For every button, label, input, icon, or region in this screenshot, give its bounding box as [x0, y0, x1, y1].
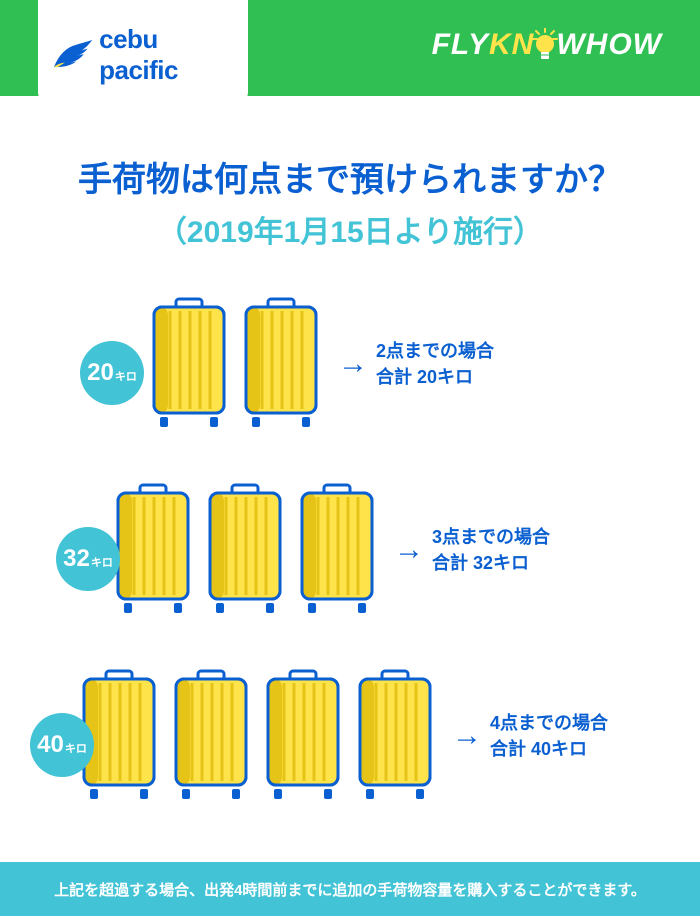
fly-text: FLY: [432, 28, 489, 62]
brand-logo-tab: cebu pacific: [38, 0, 248, 106]
kn-text: KN: [489, 28, 534, 62]
desc-line2: 合計 32キロ: [432, 550, 550, 576]
suitcase-icon: [294, 483, 380, 617]
brand-text: cebu pacific: [99, 24, 234, 86]
badge-unit: キロ: [115, 368, 137, 384]
suitcase-icon: [168, 669, 254, 803]
desc-line2: 合計 40キロ: [490, 736, 608, 762]
suitcase-row: [146, 297, 324, 431]
badge-unit: キロ: [65, 740, 87, 756]
desc-line2: 合計 20キロ: [376, 364, 494, 390]
arrow-icon: →: [394, 533, 424, 567]
title-block: 手荷物は何点まで預けられますか？ （2019年1月15日より施行）: [0, 152, 700, 251]
tier-40kg: 40キロ → 4点までの場合 合計 40キロ: [38, 669, 662, 803]
suitcase-icon: [146, 297, 232, 431]
weight-badge-20: 20キロ: [80, 341, 144, 405]
weight-badge-40: 40キロ: [30, 713, 94, 777]
badge-num: 20: [87, 359, 114, 387]
tier-20kg: 20キロ → 2点までの場合 合計 20キロ: [38, 297, 662, 431]
tier-desc: 4点までの場合 合計 40キロ: [490, 710, 608, 762]
badge-num: 32: [63, 545, 90, 573]
title-sub: （2019年1月15日より施行）: [0, 207, 700, 251]
badge-unit: キロ: [91, 554, 113, 570]
title-main: 手荷物は何点まで預けられますか？: [0, 152, 700, 201]
footer-note: 上記を超過する場合、出発4時間前までに追加の手荷物容量を購入することができます。: [0, 862, 700, 916]
whow-text: WHOW: [556, 28, 662, 62]
lightbulb-icon: [532, 28, 558, 62]
desc-line1: 3点までの場合: [432, 524, 550, 550]
tier-desc: 2点までの場合 合計 20キロ: [376, 338, 494, 390]
desc-line1: 4点までの場合: [490, 710, 608, 736]
cebu-pacific-logo: cebu pacific: [52, 24, 234, 86]
header-bar: cebu pacific FLYKN WHOW: [0, 0, 700, 96]
suitcase-icon: [202, 483, 288, 617]
desc-line1: 2点までの場合: [376, 338, 494, 364]
suitcase-row: [110, 483, 380, 617]
baggage-tiers: 20キロ → 2点までの場合 合計 20キロ 32キロ → 3点までの場合 合計…: [0, 297, 700, 803]
suitcase-row: [76, 669, 438, 803]
badge-num: 40: [37, 731, 64, 759]
suitcase-icon: [238, 297, 324, 431]
tier-desc: 3点までの場合 合計 32キロ: [432, 524, 550, 576]
suitcase-icon: [352, 669, 438, 803]
tier-32kg: 32キロ → 3点までの場合 合計 32キロ: [38, 483, 662, 617]
arrow-icon: →: [338, 347, 368, 381]
suitcase-icon: [260, 669, 346, 803]
flyknowhow-title: FLYKN WHOW: [432, 28, 662, 62]
weight-badge-32: 32キロ: [56, 527, 120, 591]
suitcase-icon: [110, 483, 196, 617]
eagle-icon: [52, 38, 93, 72]
arrow-icon: →: [452, 719, 482, 753]
